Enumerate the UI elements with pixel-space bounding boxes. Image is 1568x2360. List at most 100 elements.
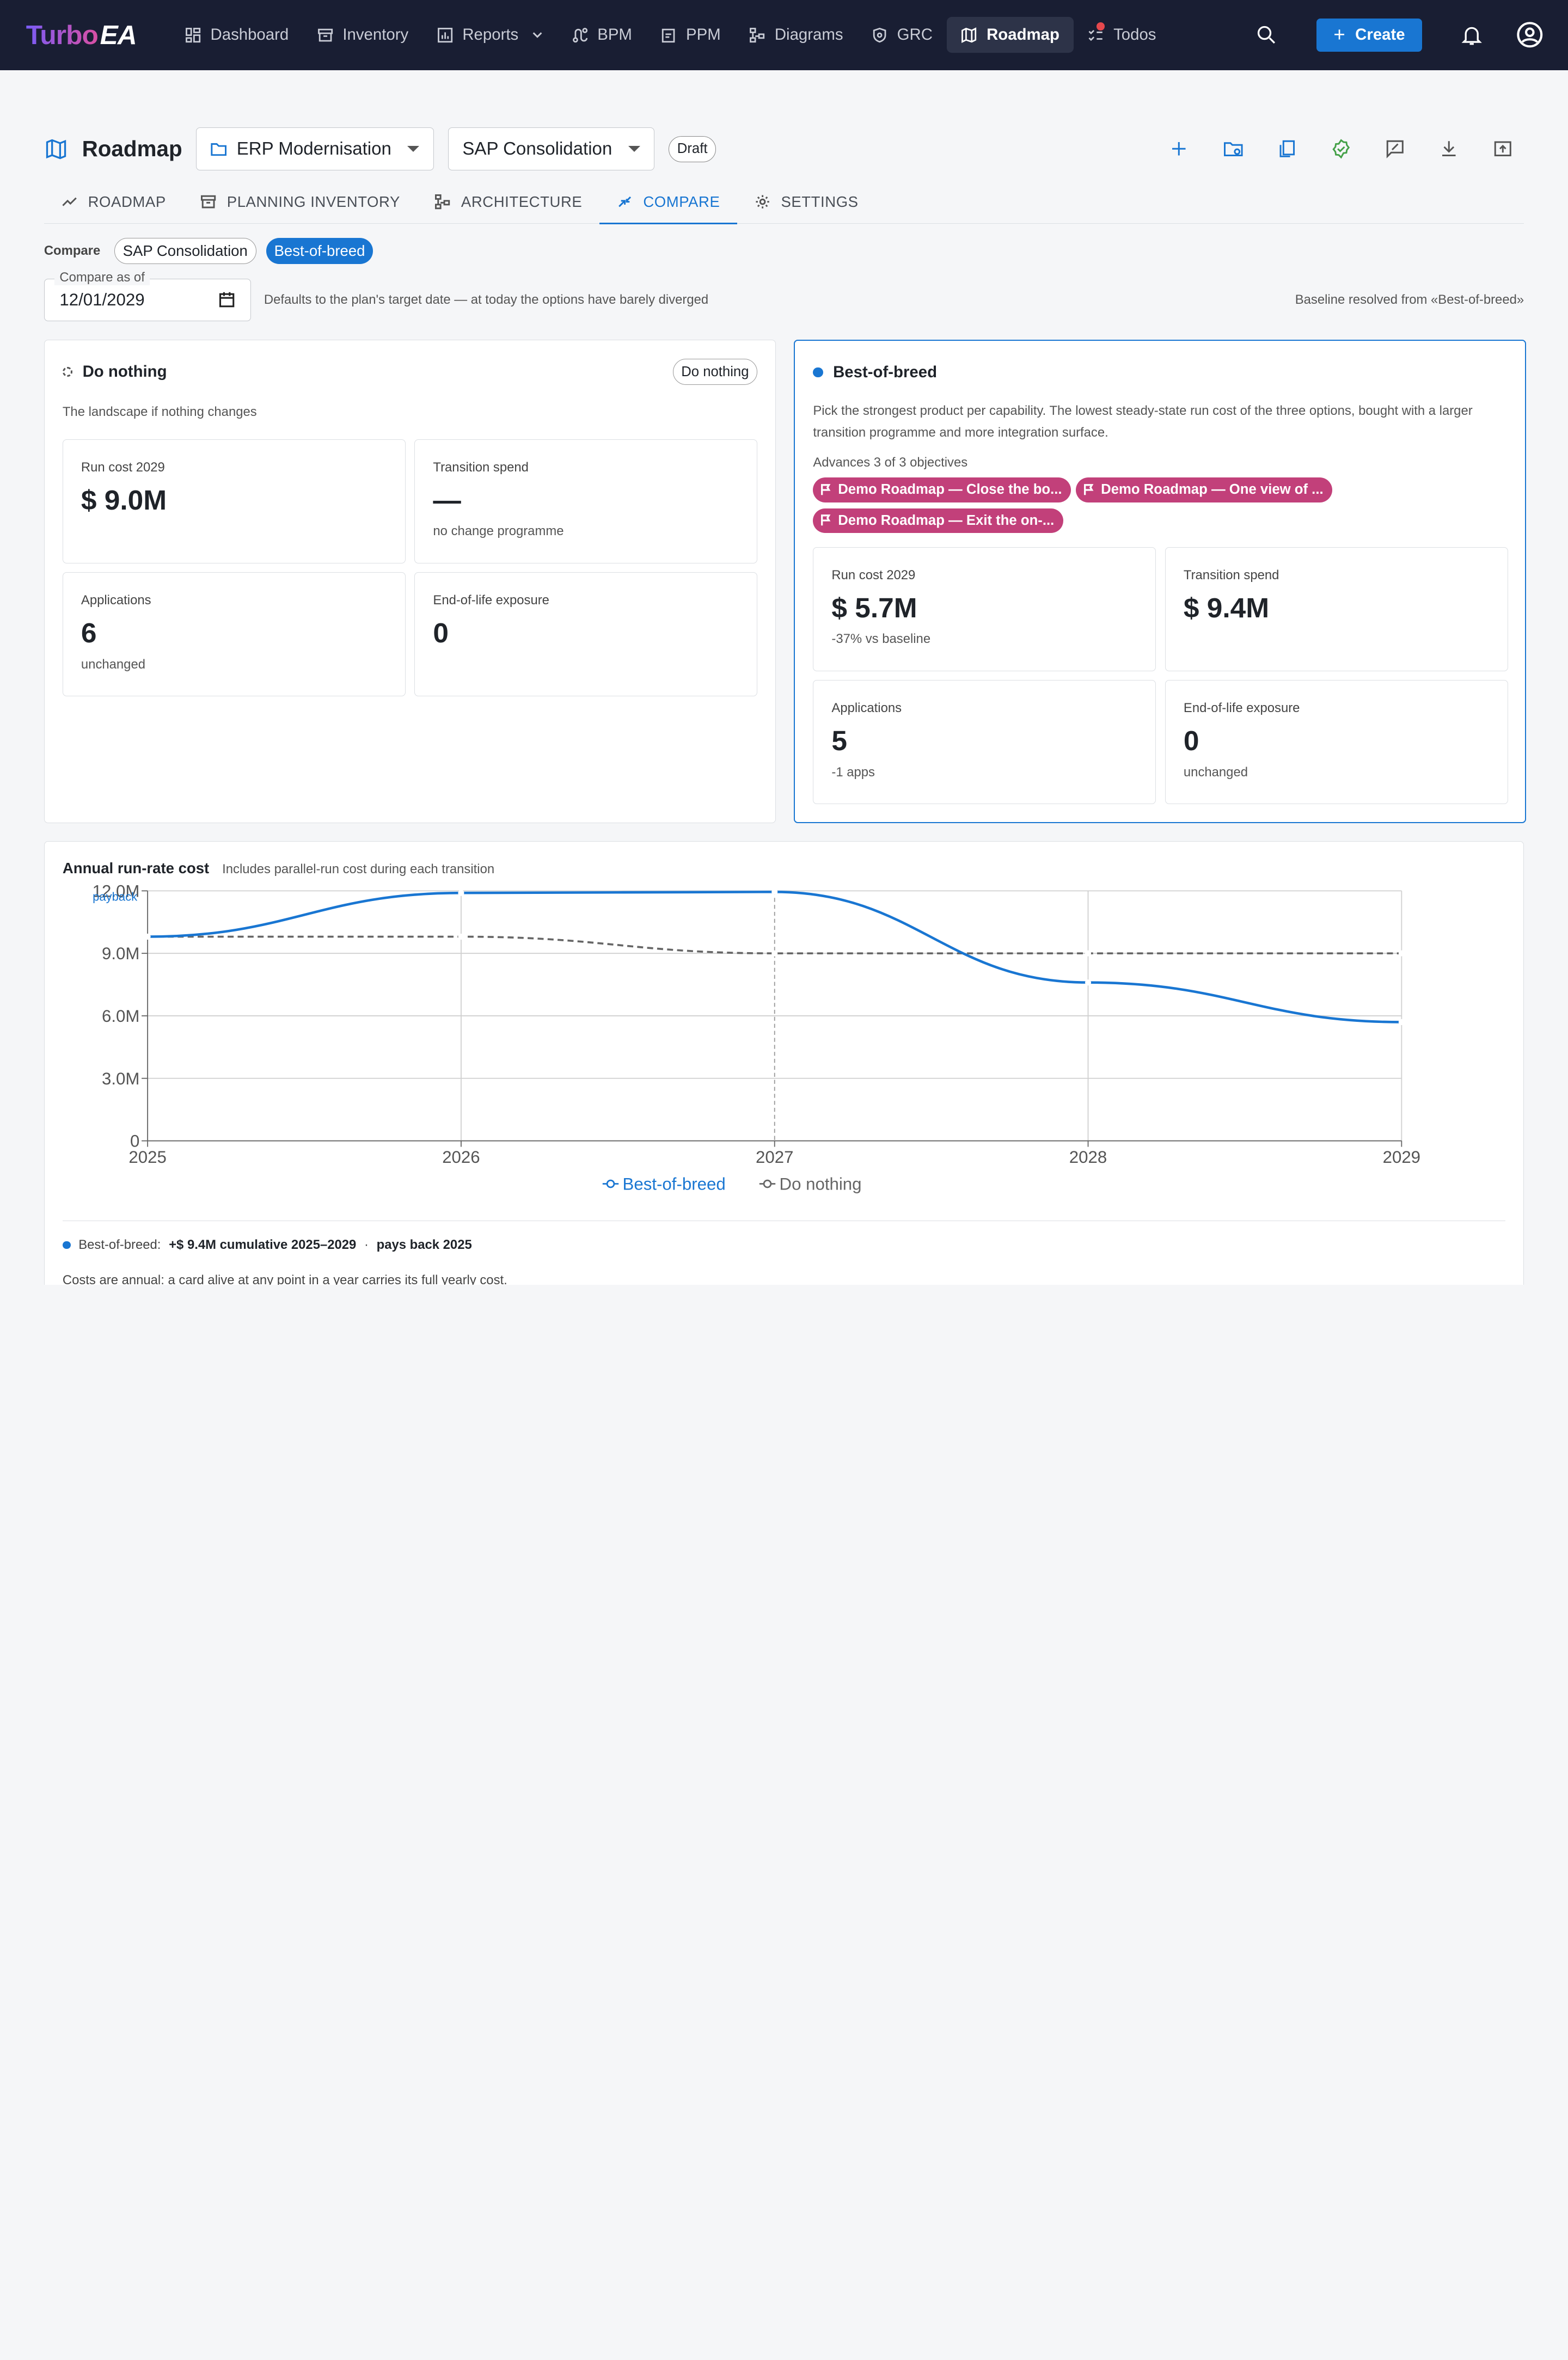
download-icon [1442,141,1456,157]
nav-label: Reports [462,26,519,44]
tab-planning-inventory[interactable]: PLANNING INVENTORY [183,180,417,224]
shield-icon [873,27,886,42]
metric-label: Run cost 2029 [81,459,165,475]
flag-icon [821,483,831,495]
compare-option-sap[interactable]: SAP Consolidation [114,238,256,264]
metric-eol-exposure: End-of-life exposure 0 unchanged [1165,680,1508,805]
run-rate-chart[interactable]: 0 3.0M 6.0M 9.0M 12.0M 2025 2026 2027 2028 2029 p… [63,881,1503,1211]
approve-button[interactable] [1324,132,1358,165]
nav-item-todos[interactable]: Todos [1074,17,1171,53]
bar-chart-icon [437,27,452,42]
metrics-grid: Run cost 2029 $ 9.0M Transition spend — … [62,439,758,697]
metric-value: 0 [433,616,449,648]
date-row: Compare as of 12/01/2029 Defaults to the… [44,269,1524,322]
metric-label: Transition spend [1183,567,1279,583]
comment-button[interactable] [1378,132,1412,165]
run-rate-chart-card: Annual run-rate cost Includes parallel-r… [44,841,1524,1285]
nav-item-reports[interactable]: Reports [422,17,558,53]
bell-icon [1461,27,1483,45]
create-button[interactable]: + Create [1316,18,1422,52]
option-select[interactable]: SAP Consolidation [448,127,655,171]
x-tick-label: 2025 [128,1148,166,1167]
nav-label: Dashboard [210,26,289,44]
series-dot [813,367,823,378]
add-button[interactable] [1162,132,1196,165]
chart-note: Costs are annual: a card alive at any po… [62,1272,507,1285]
nav-item-dashboard[interactable]: Dashboard [170,17,303,53]
metric-run-cost: Run cost 2029 $ 5.7M -37% vs baseline [813,547,1156,671]
tab-compare[interactable]: COMPARE [599,180,737,225]
verified-icon [1332,139,1350,159]
legend-item[interactable]: Best-of-breed [602,1175,726,1194]
logo-text-b: EA [100,20,137,51]
metric-eol-exposure: End-of-life exposure 0 [414,572,758,697]
archive-icon [317,28,333,42]
chart-subtitle: Includes parallel-run cost during each t… [222,861,495,876]
compare-label: Compare [44,243,101,258]
x-tick-label: 2026 [442,1148,480,1167]
card-description: The landscape if nothing changes [62,404,257,420]
dashed-circle-icon [62,367,73,377]
scenario-cards: Do nothing Do nothing The landscape if n… [44,340,1526,823]
card-description: Pick the strongest product per capabilit… [813,403,1473,440]
nav-item-bpm[interactable]: BPM [558,17,646,53]
card-tag: Do nothing [672,359,758,385]
metric-label: End-of-life exposure [433,593,549,608]
diagram-icon [435,194,450,210]
tab-architecture[interactable]: ARCHITECTURE [417,180,599,224]
calendar-icon[interactable] [218,291,235,308]
y-tick-label: 9.0M [102,944,139,963]
series-line-best-of-breed [147,890,1402,1023]
metric-sub: unchanged [1183,764,1248,780]
route-icon [572,27,587,42]
data-point [1085,950,1091,957]
nav-item-inventory[interactable]: Inventory [303,17,422,53]
date-field-value: 12/01/2029 [59,290,145,309]
nav-item-ppm[interactable]: PPM [646,17,735,53]
logo[interactable]: Turbo EA [26,19,137,51]
tab-roadmap[interactable]: ROADMAP [44,180,183,224]
compare-option-best-of-breed[interactable]: Best-of-breed [266,238,373,264]
nav-item-grc[interactable]: GRC [857,17,946,53]
objective-chip[interactable]: Demo Roadmap — Close the bo... [813,477,1071,502]
metric-label: Run cost 2029 [831,567,916,583]
folder-gear-icon [1223,142,1243,157]
search-button[interactable] [1247,15,1287,55]
metric-sub: -1 apps [831,764,875,780]
y-tick-label: 0 [130,1132,139,1151]
date-help-text: Defaults to the plan's target date — at … [264,292,709,307]
objective-chip-label: Demo Roadmap — Close the bo... [838,482,1062,498]
legend-marker [606,1179,615,1188]
account-button[interactable] [1510,15,1549,55]
notifications-button[interactable] [1452,15,1492,55]
metric-value: $ 9.0M [81,483,167,516]
dashboard-icon [185,27,200,42]
tab-label: COMPARE [643,193,720,210]
tab-settings[interactable]: SETTINGS [737,180,875,224]
objective-chip[interactable]: Demo Roadmap — Exit the on-... [813,508,1063,534]
legend-item[interactable]: Do nothing [759,1175,862,1194]
summary-cumulative: +$ 9.4M cumulative 2025–2029 [169,1237,357,1252]
metric-sub: no change programme [433,524,564,539]
compare-date-field[interactable]: Compare as of 12/01/2029 [44,269,251,322]
nav-item-roadmap[interactable]: Roadmap [946,17,1074,53]
payback-marker-label: payback [93,890,138,904]
duplicate-button[interactable] [1270,132,1304,165]
trending-icon [62,197,77,206]
plan-select[interactable]: ERP Modernisation [196,127,434,171]
compare-selector: Compare SAP Consolidation Best-of-breed [44,238,1524,264]
chart-summary: Best-of-breed: +$ 9.4M cumulative 2025–2… [62,1221,1506,1252]
chart-legend[interactable]: Best-of-breed Do nothing [602,1175,862,1194]
scenario-card-best-of-breed[interactable]: Best-of-breed Pick the strongest product… [794,340,1526,823]
download-button[interactable] [1432,132,1466,165]
nav-label: GRC [897,26,933,44]
folder-settings-button[interactable] [1216,132,1250,165]
upload-button[interactable] [1486,132,1520,165]
header-actions [1162,132,1520,165]
objective-chip[interactable]: Demo Roadmap — One view of ... [1076,477,1333,502]
objective-chip-label: Demo Roadmap — One view of ... [1101,482,1324,498]
data-point [458,934,464,940]
metric-sub: unchanged [81,657,145,672]
metric-value: $ 9.4M [1183,591,1270,623]
nav-item-diagrams[interactable]: Diagrams [734,17,857,53]
